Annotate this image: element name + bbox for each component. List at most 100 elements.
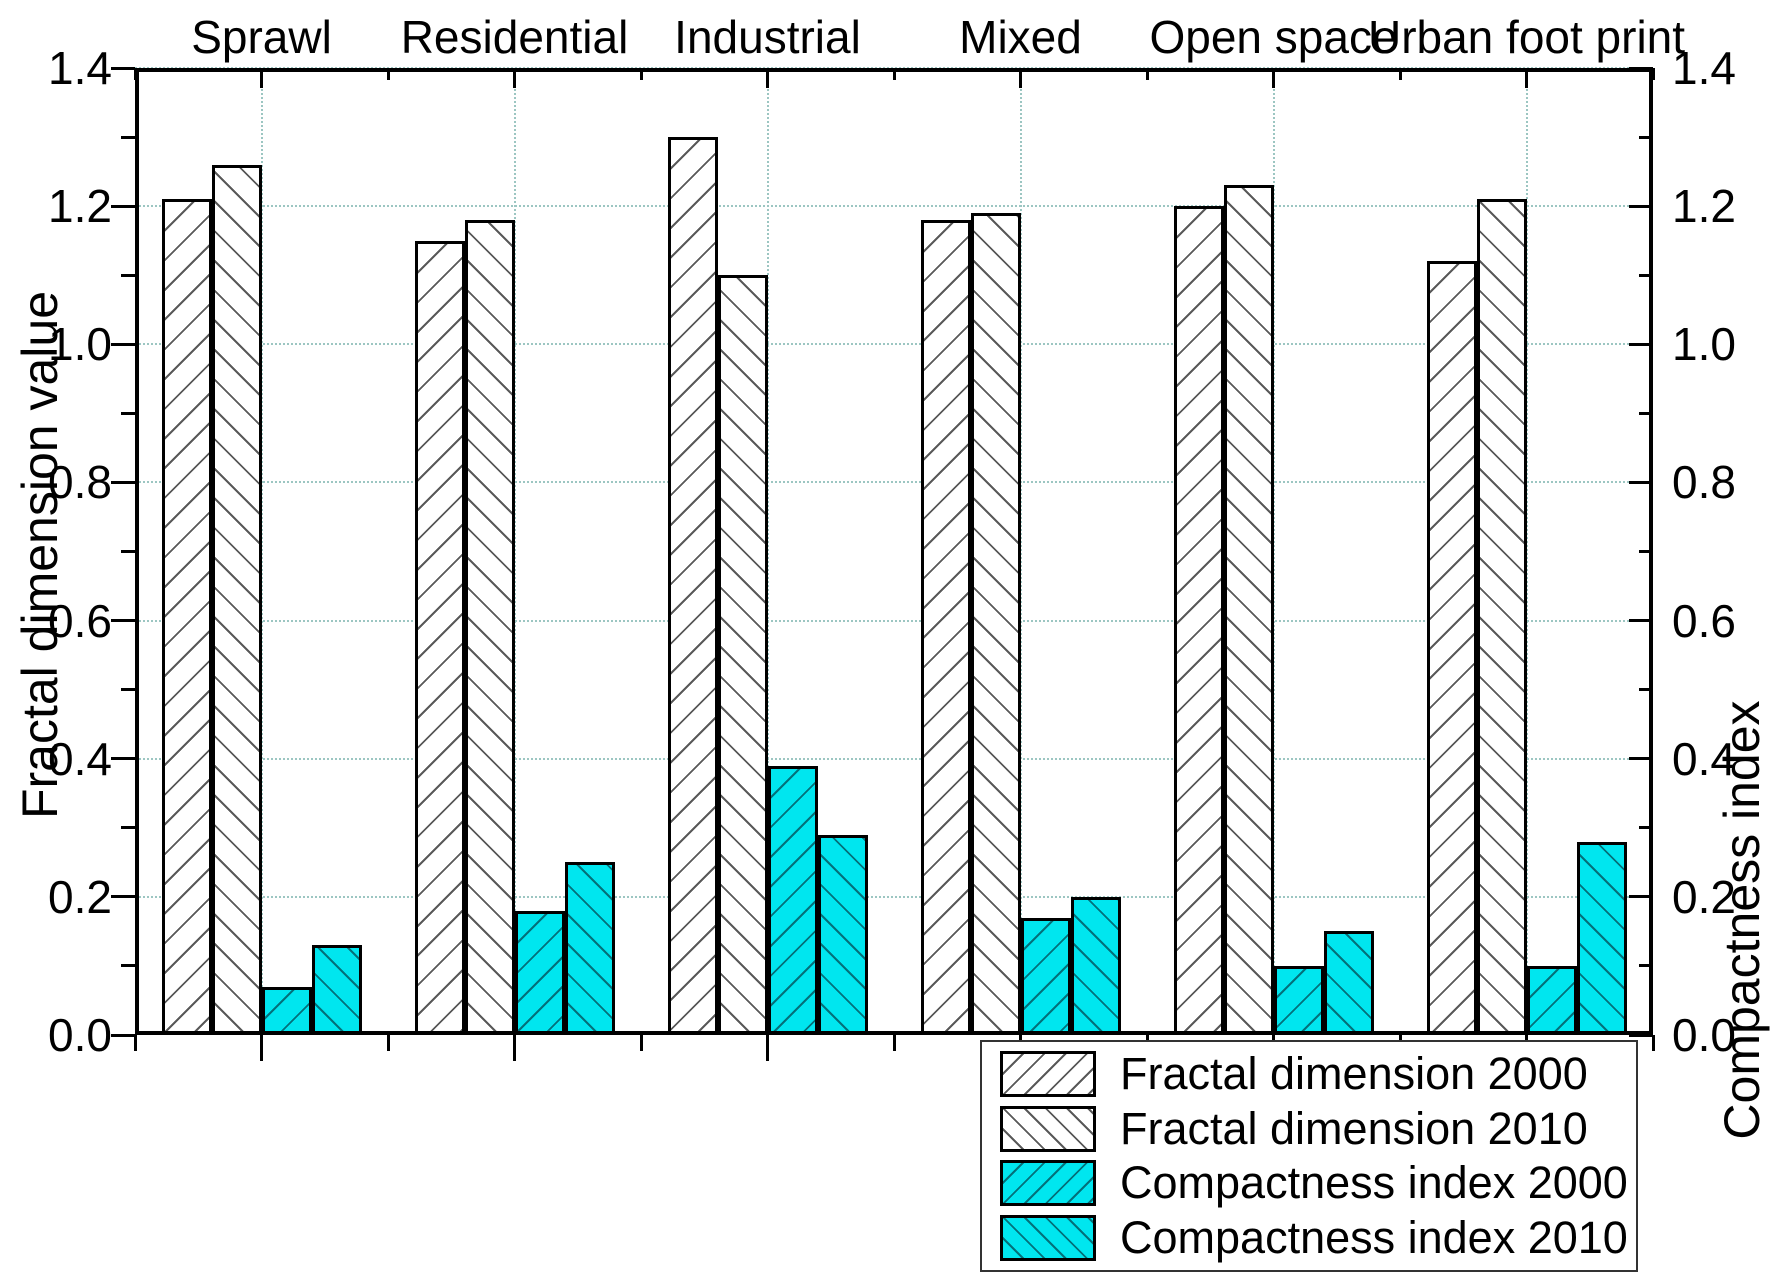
left-major-tick-0.0 <box>111 1033 135 1037</box>
bar-compactness-index-2010-open-space <box>1323 931 1374 1035</box>
right-minor-tick-0.5 <box>1639 688 1653 692</box>
top-major-tick-open-space <box>1272 68 1275 88</box>
h-gridline-0.6 <box>135 619 1653 622</box>
top-major-tick-mixed <box>1019 68 1022 88</box>
bar-fractal-dimension-2010-urban-foot-print <box>1476 199 1527 1035</box>
bar-compactness-index-2000-open-space <box>1273 965 1324 1035</box>
v-gridline-mixed <box>1019 68 1022 1035</box>
bar-fractal-dimension-2010-mixed <box>970 213 1021 1035</box>
left-major-tick-0.8 <box>111 480 135 484</box>
legend-item-fractal-dimension-2000: Fractal dimension 2000 <box>1000 1048 1630 1100</box>
bar-fractal-dimension-2000-mixed <box>920 219 971 1035</box>
right-minor-tick-0.3 <box>1639 826 1653 830</box>
top-minor-tick-1 <box>386 68 390 80</box>
left-major-tick-0.6 <box>111 619 135 623</box>
v-gridline-open-space <box>1272 68 1275 1035</box>
category-label-mixed: Mixed <box>959 11 1082 63</box>
plot-frame <box>135 68 1653 1035</box>
left-tick-label-1.4: 1.4 <box>48 42 112 94</box>
legend-swatch-fractal-dimension-2010 <box>1000 1105 1096 1152</box>
legend-label-fractal-dimension-2000: Fractal dimension 2000 <box>1120 1048 1588 1100</box>
right-tick-label-1.0: 1.0 <box>1672 318 1736 371</box>
left-tick-label-1.2: 1.2 <box>48 180 112 233</box>
top-major-tick-sprawl <box>260 68 263 88</box>
bar-fractal-dimension-2000-urban-foot-print <box>1426 261 1477 1035</box>
bar-compactness-index-2010-residential <box>564 862 615 1035</box>
h-gridline-0.8 <box>135 481 1653 484</box>
left-tick-label-0.2: 0.2 <box>48 870 112 923</box>
right-minor-tick-0.7 <box>1639 550 1653 553</box>
left-tick-label-1.0: 1.0 <box>48 318 112 371</box>
right-axis-title: Compactness index <box>1714 700 1770 1140</box>
right-major-tick-1.2 <box>1629 204 1653 208</box>
top-minor-tick-5 <box>1398 68 1402 80</box>
right-minor-tick-1.1 <box>1639 273 1653 277</box>
right-tick-label-0.6: 0.6 <box>1672 594 1736 647</box>
right-major-tick-0.0 <box>1629 1033 1653 1037</box>
category-label-residential: Residential <box>400 11 629 63</box>
top-minor-tick-3 <box>892 68 896 80</box>
bar-compactness-index-2000-mixed <box>1020 917 1071 1035</box>
bar-compactness-index-2010-mixed <box>1070 896 1121 1035</box>
left-major-tick-0.4 <box>111 757 135 761</box>
right-minor-tick-1.3 <box>1639 135 1653 139</box>
bar-compactness-index-2010-sprawl <box>311 945 362 1035</box>
category-label-urban-foot-print: Urban foot print <box>1367 11 1686 63</box>
top-minor-tick-0 <box>133 68 137 80</box>
category-label-open-space: Open space <box>1149 11 1398 63</box>
right-major-tick-1.0 <box>1629 342 1653 346</box>
bar-fractal-dimension-2000-residential <box>414 240 465 1035</box>
top-minor-tick-6 <box>1651 68 1655 80</box>
left-minor-tick-0.5 <box>121 688 135 692</box>
legend-label-compactness-index-2010: Compactness index 2010 <box>1120 1211 1628 1263</box>
right-major-tick-0.4 <box>1629 757 1653 761</box>
legend-item-compactness-index-2000: Compactness index 2000 <box>1000 1157 1630 1209</box>
bar-compactness-index-2000-residential <box>514 910 565 1035</box>
left-minor-tick-0.1 <box>121 964 135 968</box>
legend-label-fractal-dimension-2010: Fractal dimension 2010 <box>1120 1102 1588 1154</box>
bar-fractal-dimension-2000-sprawl <box>161 199 212 1035</box>
bar-fractal-dimension-2010-open-space <box>1223 185 1274 1035</box>
right-minor-tick-0.9 <box>1639 411 1653 415</box>
legend-item-compactness-index-2010: Compactness index 2010 <box>1000 1212 1630 1264</box>
bar-compactness-index-2000-sprawl <box>261 986 312 1035</box>
bottom-minor-tick-6 <box>1651 1035 1655 1051</box>
bar-fractal-dimension-2010-industrial <box>717 275 768 1035</box>
legend-label-compactness-index-2000: Compactness index 2000 <box>1120 1157 1628 1209</box>
bar-fractal-dimension-2000-industrial <box>667 137 718 1035</box>
right-tick-label-1.4: 1.4 <box>1672 42 1736 94</box>
bottom-minor-tick-3 <box>892 1035 896 1051</box>
left-major-tick-0.2 <box>111 895 135 899</box>
h-gridline-1.0 <box>135 343 1653 346</box>
bottom-major-tick-sprawl <box>260 1035 263 1061</box>
right-tick-label-0.8: 0.8 <box>1672 456 1736 509</box>
top-major-tick-industrial <box>766 68 769 88</box>
right-tick-label-0.2: 0.2 <box>1672 870 1736 923</box>
left-major-tick-1.0 <box>111 342 135 346</box>
bottom-major-tick-industrial <box>766 1035 769 1061</box>
top-major-tick-residential <box>513 68 516 88</box>
right-tick-label-0.4: 0.4 <box>1672 732 1736 785</box>
left-major-tick-1.4 <box>111 66 135 70</box>
bottom-minor-tick-1 <box>386 1035 390 1051</box>
bottom-major-tick-residential <box>513 1035 516 1061</box>
legend-swatch-fractal-dimension-2000 <box>1000 1051 1096 1098</box>
legend-swatch-compactness-index-2000 <box>1000 1160 1096 1207</box>
bar-compactness-index-2010-urban-foot-print <box>1576 841 1627 1035</box>
right-major-tick-1.4 <box>1629 66 1653 70</box>
left-minor-tick-0.9 <box>121 411 135 415</box>
left-minor-tick-0.3 <box>121 826 135 830</box>
v-gridline-industrial <box>766 68 769 1035</box>
right-minor-tick-0.1 <box>1639 964 1653 968</box>
bar-compactness-index-2000-industrial <box>767 765 818 1035</box>
right-major-tick-0.6 <box>1629 619 1653 623</box>
h-gridline-0.2 <box>135 895 1653 898</box>
legend: Fractal dimension 2000 Fractal dimension … <box>980 1040 1638 1272</box>
h-gridline-0.4 <box>135 757 1653 760</box>
v-gridline-residential <box>513 68 516 1035</box>
left-tick-label-0.0: 0.0 <box>48 1009 112 1061</box>
top-minor-tick-2 <box>639 68 643 80</box>
legend-swatch-compactness-index-2010 <box>1000 1214 1096 1261</box>
top-minor-tick-4 <box>1145 68 1149 80</box>
